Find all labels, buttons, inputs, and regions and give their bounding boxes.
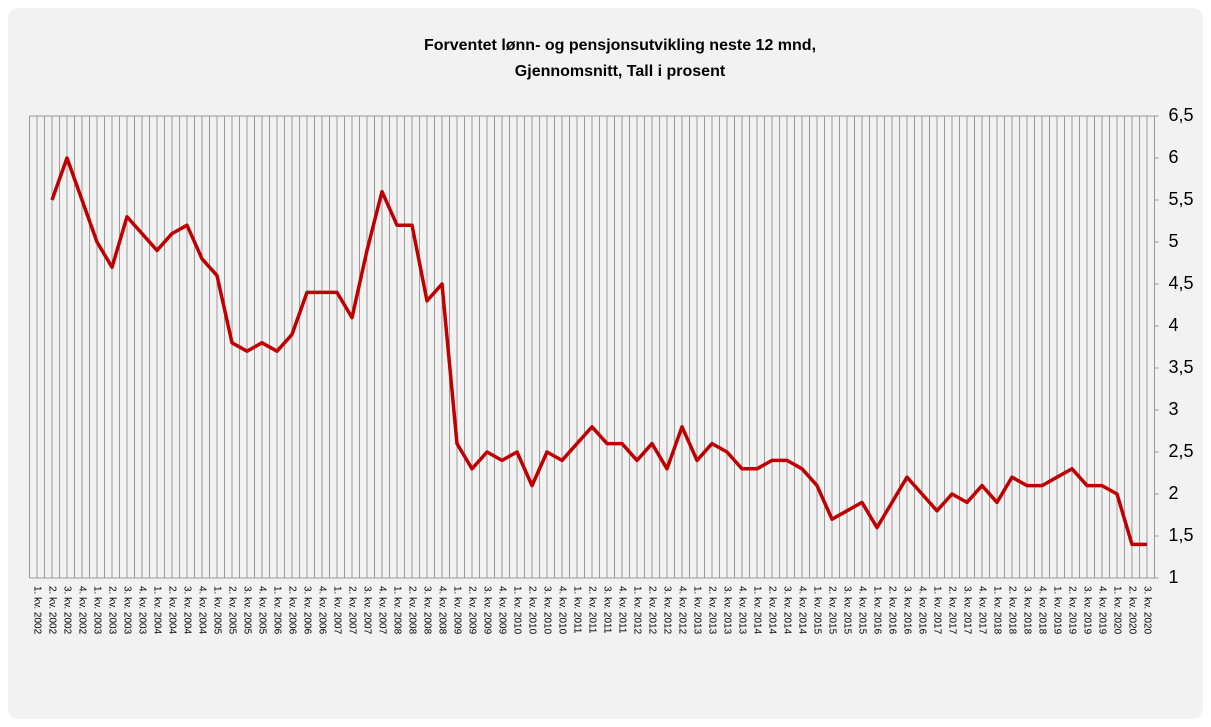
x-tick-label: 3. kv. 2013 (721, 586, 732, 635)
x-tick-label: 2. kv. 2017 (946, 586, 957, 635)
x-tick-label: 3. kv. 2009 (481, 586, 492, 635)
x-tick-label: 3. kv. 2007 (361, 586, 372, 635)
x-tick-label: 1. kv. 2010 (511, 586, 522, 635)
x-tick-label: 4. kv. 2006 (316, 586, 327, 635)
x-tick-label: 4. kv. 2009 (496, 586, 507, 635)
x-tick-label: 4. kv. 2010 (556, 586, 567, 635)
y-tick-label: 6 (1169, 147, 1179, 167)
x-tick-label: 1. kv. 2005 (211, 586, 222, 635)
x-tick-label: 3. kv. 2003 (121, 586, 132, 635)
x-tick-label: 2. kv. 2005 (226, 586, 237, 635)
x-tick-label: 3. kv. 2015 (841, 586, 852, 635)
x-tick-label: 4. kv. 2011 (616, 586, 627, 634)
y-tick-label: 5,5 (1169, 189, 1194, 209)
x-tick-label: 4. kv. 2014 (796, 586, 807, 635)
x-tick-label: 3. kv. 2006 (301, 586, 312, 635)
y-tick-label: 2,5 (1169, 441, 1194, 461)
x-tick-label: 2. kv. 2020 (1126, 586, 1137, 635)
chart-title: Gjennomsnitt, Tall i prosent (515, 63, 726, 80)
x-tick-label: 3. kv. 2002 (61, 586, 72, 635)
x-tick-label: 4. kv. 2016 (916, 586, 927, 635)
x-tick-label: 2. kv. 2003 (106, 586, 117, 635)
x-tick-label: 4. kv. 2008 (436, 586, 447, 635)
x-tick-label: 3. kv. 2018 (1021, 586, 1032, 635)
x-tick-label: 1. kv. 2007 (331, 586, 342, 635)
x-tick-label: 2. kv. 2018 (1006, 586, 1017, 635)
y-tick-label: 3,5 (1169, 357, 1194, 377)
x-tick-label: 2. kv. 2019 (1066, 586, 1077, 635)
x-tick-label: 1. kv. 2013 (691, 586, 702, 635)
x-tick-label: 2. kv. 2004 (166, 586, 177, 635)
x-tick-label: 1. kv. 2017 (931, 586, 942, 635)
x-tick-label: 1. kv. 2008 (391, 586, 402, 635)
x-tick-label: 2. kv. 2008 (406, 586, 417, 635)
x-tick-label: 1. kv. 2015 (811, 586, 822, 635)
x-tick-label: 1. kv. 2006 (271, 586, 282, 635)
x-tick-label: 1. kv. 2012 (631, 586, 642, 635)
x-tick-label: 4. kv. 2003 (136, 586, 147, 635)
x-tick-label: 1. kv. 2014 (751, 586, 762, 635)
x-tick-label: 3. kv. 2019 (1081, 586, 1092, 635)
x-tick-label: 4. kv. 2015 (856, 586, 867, 635)
x-tick-label: 2. kv. 2006 (286, 586, 297, 635)
x-tick-label: 2. kv. 2009 (466, 586, 477, 635)
y-tick-label: 1,5 (1169, 525, 1194, 545)
x-tick-label: 4. kv. 2005 (256, 586, 267, 635)
x-tick-label: 2. kv. 2010 (526, 586, 537, 635)
x-tick-label: 4. kv. 2018 (1036, 586, 1047, 635)
x-tick-label: 1. kv. 2019 (1051, 586, 1062, 635)
x-tick-label: 3. kv. 2004 (181, 586, 192, 635)
x-tick-label: 3. kv. 2010 (541, 586, 552, 635)
x-tick-label: 3. kv. 2005 (241, 586, 252, 635)
x-tick-label: 1. kv. 2002 (31, 586, 42, 635)
y-tick-label: 6,5 (1169, 105, 1194, 125)
x-tick-label: 4. kv. 2019 (1096, 586, 1107, 635)
x-tick-label: 1. kv. 2004 (151, 586, 162, 635)
y-tick-label: 1 (1169, 567, 1179, 587)
y-tick-label: 3 (1169, 399, 1179, 419)
x-tick-label: 1. kv. 2011 (571, 586, 582, 634)
x-tick-label: 2. kv. 2013 (706, 586, 717, 635)
x-tick-label: 1. kv. 2020 (1111, 586, 1122, 635)
x-tick-label: 2. kv. 2012 (646, 586, 657, 635)
x-tick-label: 2. kv. 2011 (586, 586, 597, 634)
y-tick-label: 4 (1169, 315, 1179, 335)
data-line (50, 156, 1147, 547)
x-tick-label: 2. kv. 2016 (886, 586, 897, 635)
x-tick-label: 3. kv. 2008 (421, 586, 432, 635)
x-tick-label: 4. kv. 2002 (76, 586, 87, 635)
x-tick-label: 4. kv. 2012 (676, 586, 687, 635)
x-tick-label: 4. kv. 2007 (376, 586, 387, 635)
x-tick-label: 4. kv. 2013 (736, 586, 747, 635)
x-tick-label: 2. kv. 2015 (826, 586, 837, 635)
x-tick-label: 2. kv. 2007 (346, 586, 357, 635)
x-tick-label: 3. kv. 2014 (781, 586, 792, 635)
x-tick-label: 1. kv. 2003 (91, 586, 102, 635)
x-tick-label: 1. kv. 2016 (871, 586, 882, 635)
x-tick-label: 3. kv. 2017 (961, 586, 972, 635)
x-tick-label: 2. kv. 2002 (46, 586, 57, 635)
chart-title: Forventet lønn- og pensjonsutvikling nes… (424, 37, 816, 54)
x-tick-label: 3. kv. 2020 (1141, 586, 1152, 635)
x-tick-label: 3. kv. 2011 (601, 586, 612, 634)
x-tick-label: 1. kv. 2009 (451, 586, 462, 635)
x-tick-label: 2. kv. 2014 (766, 586, 777, 635)
y-tick-label: 2 (1169, 483, 1179, 503)
y-tick-label: 5 (1169, 231, 1179, 251)
x-tick-label: 4. kv. 2004 (196, 586, 207, 635)
x-tick-label: 3. kv. 2012 (661, 586, 672, 635)
y-tick-label: 4,5 (1169, 273, 1194, 293)
x-tick-label: 3. kv. 2016 (901, 586, 912, 635)
x-tick-label: 1. kv. 2018 (991, 586, 1002, 635)
x-tick-label: 4. kv. 2017 (976, 586, 987, 635)
